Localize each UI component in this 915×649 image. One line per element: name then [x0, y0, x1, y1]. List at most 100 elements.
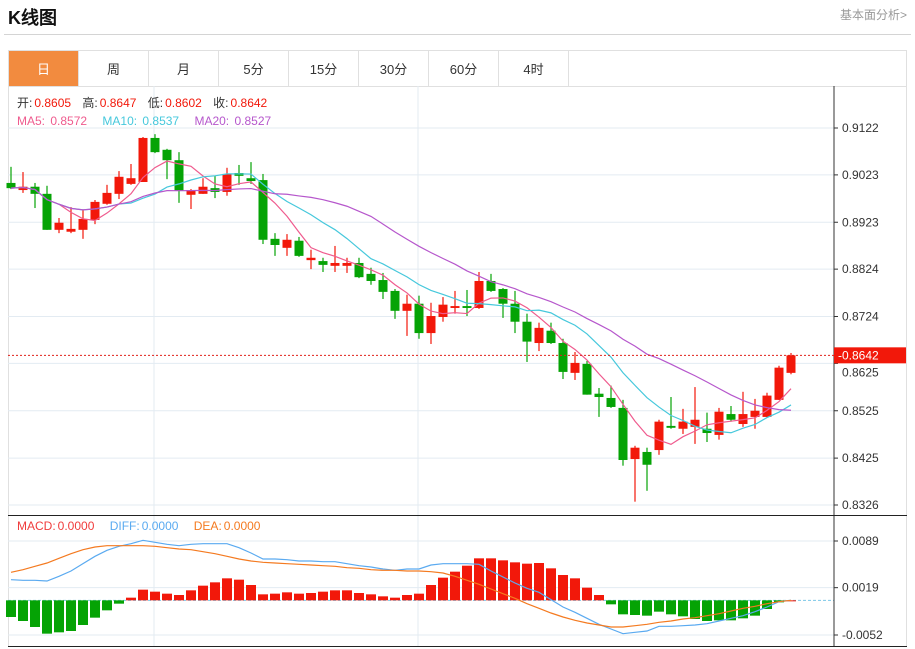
macd-bar: [90, 600, 100, 618]
candle-up: [222, 167, 232, 196]
macd-bar: [174, 595, 184, 601]
candle-up: [126, 163, 136, 185]
macd-bar: [402, 595, 412, 601]
macd-bar: [594, 595, 604, 601]
candle-down: [150, 134, 160, 154]
candle-down: [486, 273, 496, 292]
macd-bar: [390, 597, 400, 601]
tab-day[interactable]: 日: [9, 51, 79, 86]
tab-month[interactable]: 月: [149, 51, 219, 86]
candle-down: [258, 173, 268, 245]
price-tick-label: 0.8923: [842, 215, 879, 229]
candle-down: [594, 388, 604, 417]
candle-down: [606, 385, 616, 408]
candle-down: [618, 399, 628, 466]
high-label: 高:: [82, 96, 98, 110]
candle-down: [354, 257, 364, 279]
candle-body: [750, 410, 760, 417]
macd-bar: [534, 563, 544, 601]
macd-bar: [138, 589, 148, 601]
candle-down: [234, 164, 244, 185]
macd-bar: [66, 600, 76, 631]
candle-down: [294, 236, 304, 257]
candle-body: [114, 176, 124, 194]
candle-body: [642, 451, 652, 465]
candle-up: [78, 209, 88, 239]
fundamental-analysis-link[interactable]: 基本面分析>: [839, 8, 907, 22]
candle-body: [78, 218, 88, 230]
price-tick-label: 0.8625: [842, 365, 879, 379]
candle-body: [546, 330, 556, 344]
candle-up: [678, 408, 688, 434]
candle-down: [558, 338, 568, 380]
candle-down: [390, 289, 400, 319]
candle-body: [666, 425, 676, 428]
macd-bar: [474, 558, 484, 601]
candle-body: [402, 303, 412, 311]
tab-60min[interactable]: 60分: [429, 51, 499, 86]
candle-up: [198, 178, 208, 194]
candle-body: [354, 262, 364, 278]
candle-up: [114, 171, 124, 200]
tab-week[interactable]: 周: [79, 51, 149, 86]
candle-body: [678, 421, 688, 429]
candle-body: [558, 343, 568, 372]
price-tick-label: 0.8425: [842, 451, 879, 465]
macd-bar: [246, 585, 256, 601]
candle-body: [414, 303, 424, 334]
candle-body: [138, 137, 148, 182]
candle-body: [186, 190, 196, 195]
tab-5min[interactable]: 5分: [219, 51, 289, 86]
macd-bar: [582, 587, 592, 601]
macd-bar: [54, 600, 64, 633]
macd-bar: [42, 600, 52, 634]
tab-15min[interactable]: 15分: [289, 51, 359, 86]
macd-bar: [414, 593, 424, 601]
candle-body: [126, 178, 136, 184]
macd-bar: [234, 579, 244, 601]
candle-body: [294, 240, 304, 256]
macd-bar: [342, 590, 352, 601]
macd-bar: [690, 600, 700, 619]
candle-body: [474, 280, 484, 308]
candle-body: [594, 393, 604, 398]
candle-down: [318, 257, 328, 272]
candle-body: [90, 201, 100, 220]
candle-body: [150, 137, 160, 153]
candle-up: [54, 217, 64, 234]
candle-body: [438, 304, 448, 317]
ma5-line: [10, 160, 792, 446]
price-tick-label: 0.9122: [842, 121, 879, 135]
candle-up: [570, 352, 580, 380]
candle-body: [258, 180, 268, 240]
candle-body: [702, 428, 712, 434]
candle-body: [486, 280, 496, 291]
candle-body: [426, 316, 436, 334]
candle-body: [366, 273, 376, 281]
candle-body: [606, 397, 616, 407]
candle-up: [630, 445, 640, 502]
macd-bar: [726, 600, 736, 621]
ma10-value: 0.8537: [142, 114, 180, 128]
candle-up: [690, 387, 700, 444]
tab-30min[interactable]: 30分: [359, 51, 429, 86]
candle-up: [762, 392, 772, 418]
ma20-line: [10, 186, 792, 411]
price-tick-label: 0.8824: [842, 262, 879, 276]
ohlc-legend: 开: 0.8605 高: 0.8647 低: 0.8602 收: 0.8642: [17, 96, 269, 110]
candle-body: [510, 303, 520, 322]
candle-body: [762, 395, 772, 417]
candle-body: [570, 362, 580, 373]
period-tabs: 日 周 月 5分 15分 30分 60分 4时: [8, 50, 907, 87]
dea-line: [10, 545, 792, 628]
candle-down: [522, 313, 532, 362]
tab-4hour[interactable]: 4时: [499, 51, 569, 86]
axes: 0.9122 0.9023 0.8923 0.8824 0.8724 0.8625 0.85…: [8, 86, 907, 647]
candle-up: [402, 294, 412, 336]
macd-bar: [294, 593, 304, 601]
candle-body: [18, 186, 28, 191]
macd-bar: [426, 585, 436, 601]
macd-bar: [654, 600, 664, 612]
ma10-label: MA10:: [102, 114, 141, 128]
